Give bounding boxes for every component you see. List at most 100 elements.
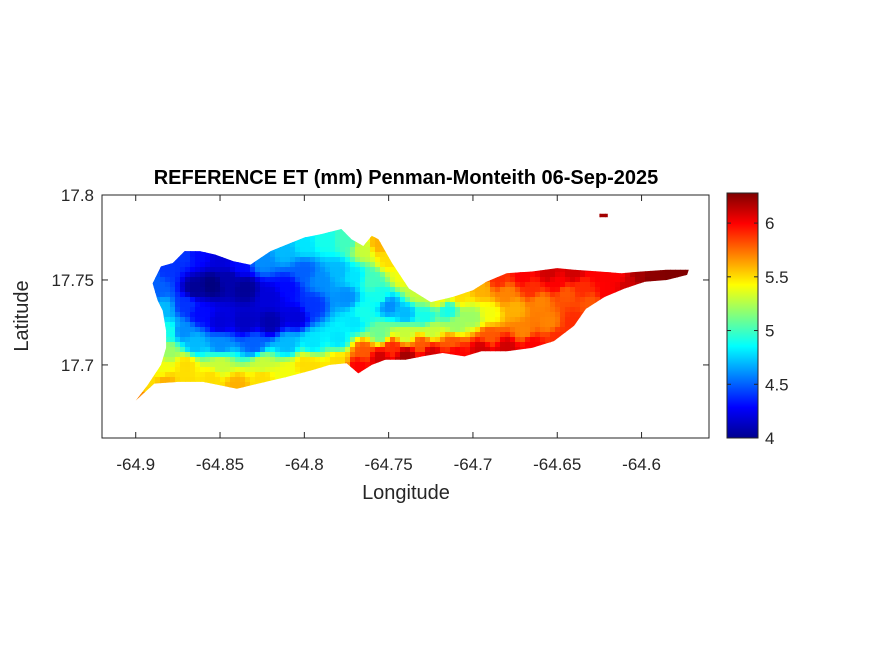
heatmap-cell: [515, 342, 521, 348]
heatmap-cell: [175, 317, 181, 323]
heatmap-cell: [325, 252, 331, 258]
heatmap-cell: [470, 297, 476, 303]
heatmap-cell: [345, 357, 351, 363]
heatmap-cell: [200, 362, 206, 368]
heatmap-cell: [290, 302, 296, 308]
heatmap-cell: [340, 352, 346, 358]
heatmap-cell: [545, 327, 551, 333]
heatmap-cell: [160, 302, 166, 308]
heatmap-cell: [250, 312, 256, 318]
heatmap-cell: [170, 347, 176, 353]
heatmap-cell: [375, 292, 381, 298]
heatmap-cell: [275, 322, 281, 328]
heatmap-cell: [315, 362, 321, 368]
heatmap-cell: [405, 317, 411, 323]
heatmap-cell: [240, 312, 246, 318]
heatmap-cell: [225, 317, 231, 323]
heatmap-cell: [185, 347, 191, 353]
heatmap-cell: [450, 332, 456, 338]
heatmap-cell: [275, 247, 281, 253]
heatmap-cell: [480, 322, 486, 328]
heatmap-cell: [415, 327, 421, 333]
x-tick-label: -64.7: [454, 455, 493, 474]
heatmap-cell: [225, 382, 231, 388]
heatmap-cell: [550, 337, 556, 343]
heatmap-cell: [310, 337, 316, 343]
heatmap-cell: [425, 322, 431, 328]
heatmap-cell: [470, 327, 476, 333]
heatmap-cell: [350, 302, 356, 308]
heatmap-cell: [340, 342, 346, 348]
heatmap-cell: [175, 332, 181, 338]
heatmap-cell: [280, 362, 286, 368]
heatmap-cell: [210, 312, 216, 318]
heatmap-cell: [300, 332, 306, 338]
heatmap-cell: [265, 302, 271, 308]
heatmap-cell: [500, 327, 506, 333]
heatmap-cell: [185, 252, 191, 258]
colorbar-tick-label: 5: [765, 322, 774, 341]
heatmap-cell: [545, 277, 551, 283]
heatmap-cell: [520, 302, 526, 308]
heatmap-cell: [410, 327, 416, 333]
heatmap-cell: [440, 337, 446, 343]
heatmap-cell: [375, 332, 381, 338]
heatmap-cell: [310, 322, 316, 328]
heatmap-cell: [355, 362, 361, 368]
heatmap-cell: [455, 297, 461, 303]
heatmap-cell: [530, 327, 536, 333]
heatmap-cell: [355, 267, 361, 273]
heatmap-cell: [585, 297, 591, 303]
heatmap-cell: [430, 337, 436, 343]
heatmap-cell: [460, 292, 466, 298]
heatmap-cell: [215, 332, 221, 338]
heatmap-cell: [545, 307, 551, 313]
heatmap-cell: [425, 302, 431, 308]
heatmap-cell: [195, 252, 201, 258]
heatmap-cell: [340, 242, 346, 248]
heatmap-cell: [365, 307, 371, 313]
heatmap-cell: [440, 327, 446, 333]
heatmap-cell: [660, 277, 666, 283]
heatmap-cell: [290, 367, 296, 373]
heatmap-cell: [185, 332, 191, 338]
heatmap-cell: [575, 307, 581, 313]
heatmap-cell: [330, 342, 336, 348]
heatmap-cell: [295, 342, 301, 348]
heatmap-cell: [440, 307, 446, 313]
heatmap-cell: [315, 272, 321, 278]
heatmap-cell: [220, 267, 226, 273]
heatmap-cell: [420, 322, 426, 328]
heatmap-cell: [355, 247, 361, 253]
heatmap-cell: [510, 322, 516, 328]
heatmap-cell: [510, 282, 516, 288]
heatmap-cell: [235, 327, 241, 333]
heatmap-cell: [280, 297, 286, 303]
heatmap-cell: [415, 302, 421, 308]
heatmap-cell: [250, 272, 256, 278]
heatmap-cell: [535, 292, 541, 298]
heatmap-cell: [235, 272, 241, 278]
heatmap-cell: [570, 297, 576, 303]
heatmap-cell: [280, 367, 286, 373]
heatmap-cell: [375, 352, 381, 358]
heatmap-cell: [180, 352, 186, 358]
heatmap-cell: [205, 362, 211, 368]
heatmap-cell: [470, 332, 476, 338]
heatmap-cell: [205, 272, 211, 278]
heatmap-cell: [180, 252, 186, 258]
heatmap-cell: [275, 302, 281, 308]
heatmap-cell: [530, 282, 536, 288]
heatmap-cell: [380, 267, 386, 273]
heatmap-cell: [160, 367, 166, 373]
heatmap-cell: [190, 332, 196, 338]
heatmap-cell: [245, 312, 251, 318]
heatmap-cell: [575, 272, 581, 278]
heatmap-cell: [245, 337, 251, 343]
heatmap-cell: [665, 272, 671, 278]
heatmap-cell: [230, 347, 236, 353]
heatmap-cell: [305, 367, 311, 373]
heatmap-cell: [365, 332, 371, 338]
heatmap-cell: [465, 327, 471, 333]
heatmap-cell: [320, 357, 326, 363]
